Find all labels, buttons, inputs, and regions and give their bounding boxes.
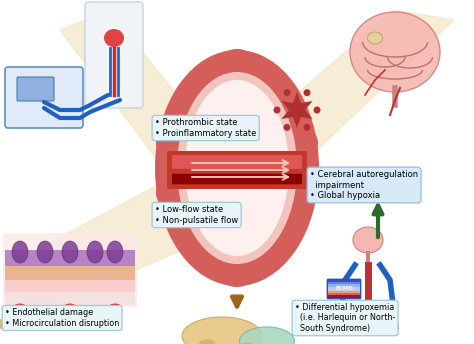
- Polygon shape: [286, 10, 454, 156]
- Ellipse shape: [87, 241, 103, 263]
- Ellipse shape: [63, 303, 77, 312]
- Ellipse shape: [283, 89, 291, 96]
- FancyBboxPatch shape: [5, 280, 135, 292]
- Ellipse shape: [88, 311, 102, 320]
- Ellipse shape: [367, 32, 383, 44]
- Ellipse shape: [185, 80, 289, 256]
- FancyBboxPatch shape: [328, 293, 360, 295]
- Ellipse shape: [303, 124, 310, 131]
- Text: ECMO: ECMO: [335, 287, 353, 291]
- Ellipse shape: [38, 311, 52, 320]
- Ellipse shape: [156, 181, 174, 205]
- Ellipse shape: [107, 241, 123, 263]
- Ellipse shape: [239, 327, 294, 344]
- FancyBboxPatch shape: [328, 289, 360, 291]
- Ellipse shape: [12, 241, 28, 263]
- Ellipse shape: [300, 131, 318, 155]
- Ellipse shape: [313, 107, 320, 114]
- Ellipse shape: [350, 12, 440, 92]
- Ellipse shape: [177, 72, 297, 264]
- Ellipse shape: [273, 107, 281, 114]
- Ellipse shape: [199, 339, 215, 344]
- Ellipse shape: [222, 269, 252, 287]
- Text: • Endothelial damage
• Microcirculation disruption: • Endothelial damage • Microcirculation …: [5, 308, 119, 328]
- Polygon shape: [282, 92, 312, 128]
- FancyBboxPatch shape: [17, 77, 54, 101]
- Ellipse shape: [308, 169, 330, 182]
- Ellipse shape: [62, 241, 78, 263]
- FancyBboxPatch shape: [328, 287, 360, 289]
- Ellipse shape: [303, 89, 310, 96]
- FancyBboxPatch shape: [328, 291, 360, 293]
- Polygon shape: [10, 180, 196, 314]
- FancyBboxPatch shape: [5, 67, 83, 128]
- FancyBboxPatch shape: [167, 151, 307, 189]
- Polygon shape: [60, 10, 188, 168]
- Ellipse shape: [182, 317, 262, 344]
- Ellipse shape: [222, 49, 252, 67]
- Ellipse shape: [353, 227, 383, 253]
- FancyBboxPatch shape: [172, 155, 302, 169]
- FancyBboxPatch shape: [5, 250, 135, 266]
- Text: • Low-flow state
• Non-pulsatile flow: • Low-flow state • Non-pulsatile flow: [155, 205, 238, 225]
- Text: • Prothrombic state
• Proinflammatory state: • Prothrombic state • Proinflammatory st…: [155, 118, 256, 138]
- Ellipse shape: [108, 303, 122, 312]
- Ellipse shape: [283, 124, 291, 131]
- Ellipse shape: [238, 343, 256, 344]
- Ellipse shape: [0, 318, 5, 330]
- FancyBboxPatch shape: [85, 2, 143, 108]
- FancyBboxPatch shape: [328, 280, 360, 282]
- Ellipse shape: [300, 181, 318, 205]
- Ellipse shape: [13, 303, 27, 312]
- Ellipse shape: [37, 241, 53, 263]
- FancyBboxPatch shape: [328, 282, 360, 284]
- Text: • Differential hypoxemia
  (i.e. Harlequin or North-
  South Syndrome): • Differential hypoxemia (i.e. Harlequin…: [295, 303, 395, 333]
- FancyBboxPatch shape: [5, 292, 135, 305]
- Ellipse shape: [155, 50, 319, 286]
- FancyBboxPatch shape: [328, 284, 360, 287]
- Text: • Cerebral autoregulation
  impairment
• Global hypoxia: • Cerebral autoregulation impairment • G…: [310, 170, 418, 200]
- FancyBboxPatch shape: [327, 279, 361, 299]
- Ellipse shape: [156, 131, 174, 155]
- FancyBboxPatch shape: [3, 233, 137, 307]
- FancyBboxPatch shape: [328, 295, 360, 298]
- FancyBboxPatch shape: [5, 266, 135, 280]
- FancyBboxPatch shape: [172, 174, 302, 184]
- Ellipse shape: [104, 29, 124, 47]
